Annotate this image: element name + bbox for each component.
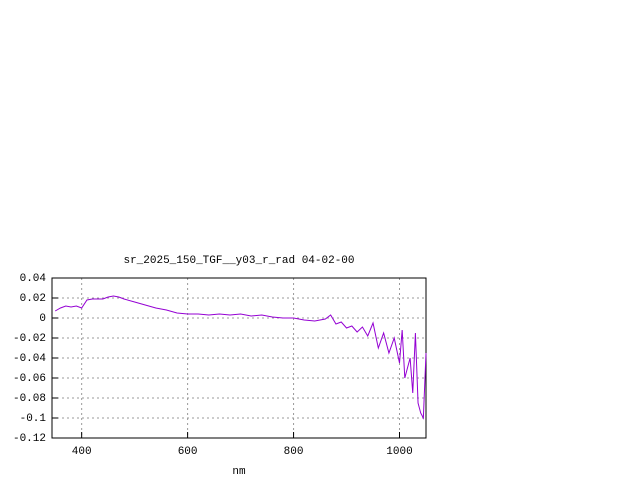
y-tick-label: -0.02 [13,333,46,345]
x-tick-label: 800 [284,446,304,458]
x-axis-label: nm [232,466,246,478]
y-tick-label: 0.02 [20,293,46,305]
y-tick-label: -0.12 [13,433,46,445]
y-tick-label: 0.04 [20,273,47,285]
chart-title: sr_2025_150_TGF__y03_r_rad 04-02-00 [123,255,354,267]
x-tick-label: 1000 [386,446,412,458]
y-tick-label: -0.08 [13,393,46,405]
y-tick-label: -0.04 [13,353,46,365]
x-tick-label: 400 [72,446,92,458]
x-tick-label: 600 [178,446,198,458]
y-tick-label: -0.1 [20,413,47,425]
y-tick-label: -0.06 [13,373,46,385]
data-line [54,295,427,420]
y-tick-label: 0 [39,313,46,325]
